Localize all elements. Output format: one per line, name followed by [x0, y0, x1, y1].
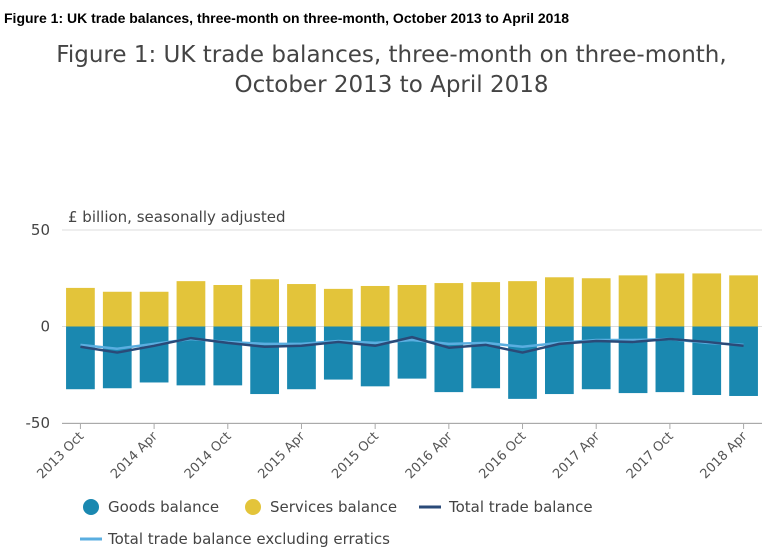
legend-services-label: Services balance: [270, 498, 397, 516]
services-bar: [545, 277, 574, 327]
services-bar: [360, 285, 390, 327]
figure-heading: Figure 1: UK trade balances, three-month…: [4, 10, 570, 26]
services-bar: [250, 279, 279, 327]
goods-bar: [66, 326, 95, 390]
services-bar: [434, 283, 464, 327]
chart-title-line-1: Figure 1: UK trade balances, three-month…: [56, 42, 727, 68]
services-bar: [508, 281, 537, 327]
x-tick-label: 2015 Oct: [329, 429, 382, 482]
goods-bar: [508, 326, 537, 399]
goods-bar: [360, 326, 390, 387]
chart-title-line-2: October 2013 to April 2018: [234, 72, 549, 98]
services-bar: [102, 291, 132, 327]
services-bar: [139, 291, 169, 327]
goods-bar: [434, 326, 464, 393]
services-bar: [287, 284, 316, 327]
services-bar: [618, 275, 648, 327]
goods-bar: [545, 326, 574, 395]
x-tick-label: 2015 Apr: [255, 429, 308, 482]
legend-total-label: Total trade balance: [448, 498, 593, 516]
x-tick-label: 2016 Apr: [403, 429, 456, 482]
goods-bar: [102, 326, 132, 389]
services-bar: [176, 281, 206, 327]
y-axis-label: £ billion, seasonally adjusted: [68, 208, 285, 226]
x-tick-label: 2017 Apr: [550, 429, 603, 482]
x-tick-label: 2014 Apr: [108, 429, 161, 482]
goods-bar: [581, 326, 611, 390]
services-bar: [471, 282, 501, 327]
services-bar: [655, 273, 685, 327]
legend-goods-swatch: [83, 499, 99, 515]
y-tick-label: 50: [31, 221, 50, 239]
services-bar: [729, 275, 758, 327]
goods-bar: [729, 326, 758, 396]
services-bar: [66, 287, 95, 327]
services-bar: [397, 285, 427, 327]
x-tick-label: 2013 Oct: [34, 429, 87, 482]
goods-bar: [323, 326, 353, 380]
goods-bar: [213, 326, 243, 386]
services-bar: [581, 278, 611, 327]
x-tick-label: 2018 Apr: [698, 429, 751, 482]
goods-bar: [618, 326, 648, 394]
goods-bar: [397, 326, 427, 379]
x-tick-label: 2016 Oct: [477, 429, 530, 482]
services-bar: [213, 285, 243, 327]
services-bar: [692, 273, 722, 327]
goods-bar: [471, 326, 501, 389]
services-bar: [323, 288, 353, 327]
goods-bar: [176, 326, 206, 386]
chart-title: Figure 1: UK trade balances, three-month…: [0, 40, 783, 100]
goods-bar: [692, 326, 722, 396]
x-tick-label: 2014 Oct: [182, 429, 235, 482]
goods-bar: [287, 326, 316, 390]
goods-bar: [250, 326, 279, 395]
y-tick-label: -50: [26, 414, 51, 432]
total-trade-balance-line: [80, 335, 744, 354]
goods-bar: [139, 326, 169, 383]
goods-bar: [655, 326, 685, 393]
x-tick-label: 2017 Oct: [624, 429, 677, 482]
legend-goods-label: Goods balance: [108, 498, 219, 516]
legend-services-swatch: [245, 499, 261, 515]
y-tick-label: 0: [40, 318, 50, 336]
legend-total-excl-label: Total trade balance excluding erratics: [107, 530, 390, 548]
